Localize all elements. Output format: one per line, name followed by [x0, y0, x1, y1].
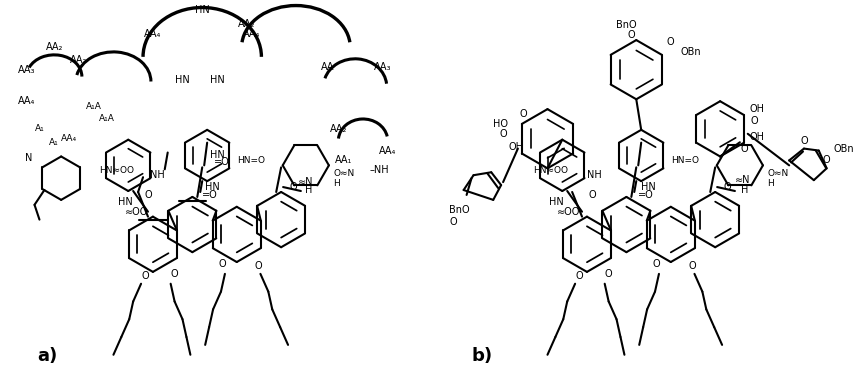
Text: O: O	[254, 261, 262, 271]
Text: HN≈OO: HN≈OO	[532, 166, 567, 175]
Text: AA₁: AA₁	[334, 155, 351, 165]
Text: =O: =O	[214, 157, 229, 167]
Text: HN: HN	[209, 151, 224, 160]
Text: O: O	[688, 261, 695, 271]
Text: O: O	[141, 271, 148, 281]
Text: ≈OO: ≈OO	[125, 207, 148, 217]
Text: AA₄: AA₄	[242, 29, 260, 39]
Text: H: H	[305, 185, 312, 195]
Text: AA₂: AA₂	[238, 19, 255, 29]
Text: HN=O: HN=O	[236, 156, 264, 165]
Text: O: O	[519, 109, 526, 119]
Text: O: O	[499, 129, 507, 139]
Text: A₁A: A₁A	[85, 102, 102, 111]
Text: OH: OH	[749, 132, 763, 142]
Text: O: O	[799, 136, 807, 146]
Text: O: O	[144, 190, 152, 200]
Text: AA₃: AA₃	[18, 65, 35, 74]
Text: HN: HN	[640, 182, 655, 192]
Text: ≈OO: ≈OO	[557, 207, 580, 217]
Text: H: H	[767, 179, 774, 188]
Text: O: O	[604, 269, 612, 279]
Text: a): a)	[38, 347, 58, 365]
Text: O: O	[289, 182, 297, 192]
Text: OH: OH	[508, 142, 522, 152]
Text: O: O	[450, 217, 457, 227]
Text: O: O	[750, 116, 757, 126]
Text: HN: HN	[205, 182, 219, 192]
Text: A₁: A₁	[49, 138, 59, 147]
Text: O: O	[822, 155, 829, 165]
Text: O: O	[171, 269, 178, 279]
Text: OH: OH	[749, 104, 763, 114]
Text: AA: AA	[321, 62, 334, 72]
Text: A₁A: A₁A	[98, 115, 114, 123]
Text: BnO: BnO	[615, 20, 636, 30]
Text: O: O	[740, 144, 748, 154]
Text: O: O	[652, 259, 659, 269]
Text: =O: =O	[637, 190, 653, 200]
Text: O: O	[575, 271, 583, 281]
Text: HN≈OO: HN≈OO	[99, 166, 133, 175]
Text: HN: HN	[175, 74, 189, 84]
Text: A₁: A₁	[34, 125, 44, 133]
Text: O: O	[218, 259, 225, 269]
Text: AA₂: AA₂	[45, 42, 63, 52]
Text: O≈N: O≈N	[767, 169, 788, 178]
Text: –NH: –NH	[369, 165, 389, 175]
Text: HN: HN	[194, 5, 209, 16]
Text: AA₂: AA₂	[70, 55, 88, 65]
Text: O≈N: O≈N	[333, 169, 354, 178]
Text: N: N	[25, 154, 32, 163]
Text: BnO: BnO	[449, 205, 469, 215]
Text: ≈N: ≈N	[298, 177, 313, 187]
Text: NH: NH	[587, 170, 601, 180]
Text: O: O	[666, 37, 674, 47]
Text: b): b)	[471, 347, 492, 365]
Text: O: O	[722, 182, 730, 192]
Text: O: O	[588, 190, 595, 200]
Text: OBn: OBn	[680, 47, 700, 57]
Text: AA₂: AA₂	[329, 124, 346, 134]
Text: HN: HN	[548, 197, 564, 207]
Text: AA₄: AA₄	[61, 134, 77, 143]
Text: NH: NH	[150, 170, 165, 180]
Text: H: H	[740, 185, 747, 195]
Text: HN: HN	[209, 74, 224, 84]
Text: HN: HN	[119, 197, 133, 207]
Text: AA₄: AA₄	[144, 29, 161, 39]
Text: OBn: OBn	[833, 144, 853, 154]
Text: AA₄: AA₄	[379, 146, 396, 155]
Text: AA₃: AA₃	[374, 62, 391, 72]
Text: =O: =O	[202, 190, 218, 200]
Text: HO: HO	[493, 119, 508, 129]
Text: H: H	[333, 179, 339, 188]
Text: ≈N: ≈N	[734, 175, 750, 185]
Text: AA₄: AA₄	[18, 96, 35, 106]
Text: O: O	[627, 30, 635, 40]
Text: HN=O: HN=O	[670, 156, 698, 165]
